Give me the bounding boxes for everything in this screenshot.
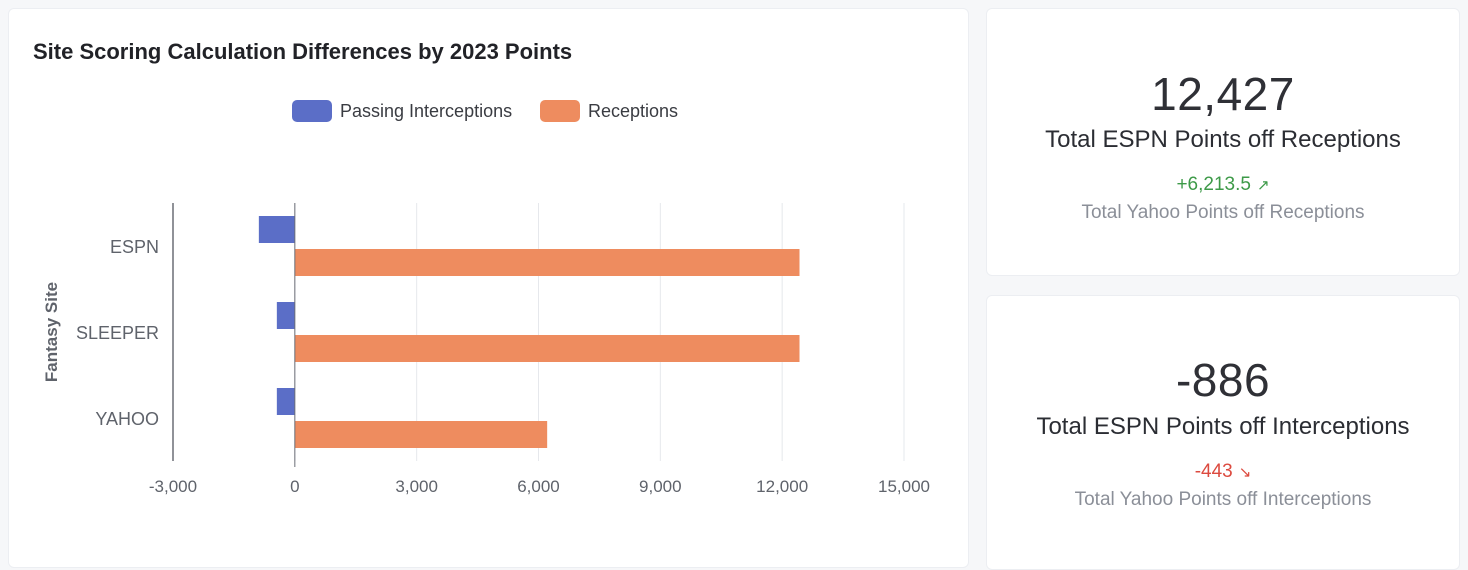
chart-card: Site Scoring Calculation Differences by … [8,8,969,568]
y-tick-label: YAHOO [95,409,159,429]
kpi-label: Total ESPN Points off Receptions [987,126,1459,154]
kpi-sublabel: Total Yahoo Points off Receptions [987,202,1459,224]
kpi-value: 12,427 [987,67,1459,121]
legend-label: Passing Interceptions [340,101,512,121]
x-tick-label: 0 [290,477,299,496]
x-tick-label: 9,000 [639,477,682,496]
y-tick-label: SLEEPER [76,323,159,343]
x-tick-label: 3,000 [395,477,438,496]
kpi-delta: -443 ↘ [987,461,1459,483]
bar-chart: ESPN SLEEPER YAHOO -3,000 0 3,000 6,000 9,000 12… [9,9,970,565]
kpi-delta-value: -443 [1195,461,1233,482]
arrow-down-right-icon: ↘ [1239,464,1252,481]
x-tick-label: 12,000 [756,477,808,496]
bar-passing-interceptions-espn [259,216,295,243]
legend-swatch [540,100,580,122]
x-tick-label: 6,000 [517,477,560,496]
y-axis-title: Fantasy Site [42,282,61,382]
kpi-delta: +6,213.5 ↗ [987,174,1459,196]
legend-swatch [292,100,332,122]
arrow-up-right-icon: ↗ [1257,177,1270,194]
kpi-card-interceptions: -886 Total ESPN Points off Interceptions… [986,295,1460,570]
bar-receptions-yahoo [295,421,547,448]
kpi-sublabel: Total Yahoo Points off Interceptions [987,489,1459,511]
bar-passing-interceptions-sleeper [277,302,295,329]
legend-label: Receptions [588,101,678,121]
x-tick-label: 15,000 [878,477,930,496]
kpi-card-receptions: 12,427 Total ESPN Points off Receptions … [986,8,1460,276]
x-tick-label: -3,000 [149,477,197,496]
kpi-value: -886 [987,353,1459,407]
kpi-delta-value: +6,213.5 [1176,174,1251,195]
bar-passing-interceptions-yahoo [277,388,295,415]
bar-receptions-sleeper [295,335,800,362]
y-tick-label: ESPN [110,237,159,257]
bar-receptions-espn [295,249,800,276]
kpi-label: Total ESPN Points off Interceptions [987,413,1459,441]
